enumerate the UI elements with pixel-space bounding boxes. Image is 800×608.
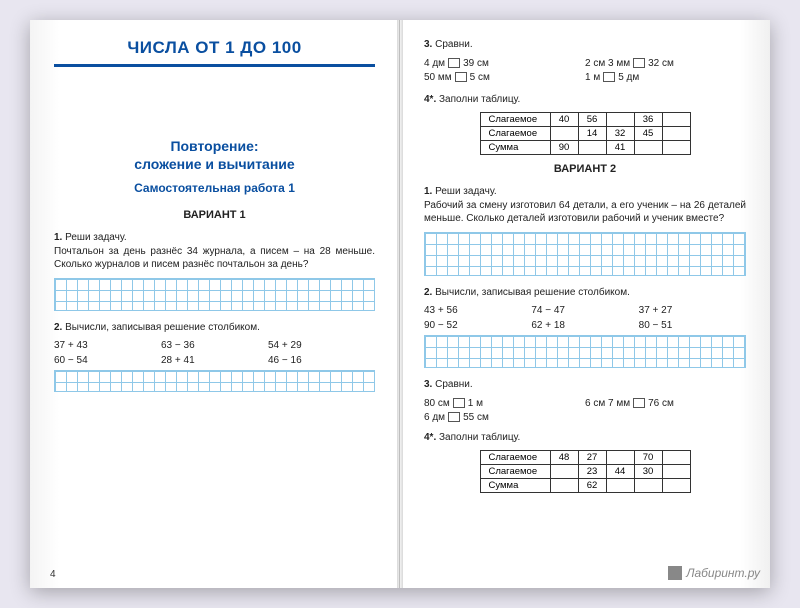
v2-t2-r2: 90 − 52 62 + 18 80 − 51	[424, 320, 746, 331]
v2-t1-text: Рабочий за смену изготовил 64 детали, а …	[424, 199, 746, 226]
v2-t4-head: Заполни таблицу.	[439, 432, 520, 443]
calc-c: 54 + 29	[268, 340, 375, 351]
compare-box	[633, 398, 645, 408]
watermark: Лабиринт.ру	[668, 566, 760, 580]
task-2: 2. Вычисли, записывая решение столбиком.	[54, 321, 375, 335]
book-spine	[397, 20, 403, 588]
v2-cmp-r2: 6 дм 55 см	[424, 412, 746, 423]
book-spread: ЧИСЛА ОТ 1 ДО 100 Повторение: сложение и…	[30, 20, 770, 588]
chapter-title: ЧИСЛА ОТ 1 ДО 100	[54, 38, 375, 58]
v2-t3-num: 3.	[424, 379, 432, 390]
cmp: 55 см	[463, 412, 489, 423]
task4-num: 4*.	[424, 94, 436, 105]
page-number-left: 4	[50, 569, 56, 580]
answer-grid-4	[424, 335, 746, 368]
watermark-text: Лабиринт.ру	[686, 566, 760, 580]
task4-head: Заполни таблицу.	[439, 94, 520, 105]
cmp-a2: 5 см	[470, 72, 490, 83]
compare-box	[448, 58, 460, 68]
table-row: Сумма9041	[480, 141, 690, 155]
table-row: Слагаемое482770	[480, 451, 690, 465]
v2-task-2: 2. Вычисли, записывая решение столбиком.	[424, 286, 746, 300]
page-right: 3. Сравни. 4 дм 39 см 2 см 3 мм 32 см 50 м…	[400, 20, 770, 588]
cmp: 80 см	[424, 398, 450, 409]
cmp-b2: 5 дм	[618, 72, 639, 83]
task2-num: 2.	[54, 322, 62, 333]
task2-row1: 37 + 43 63 − 36 54 + 29	[54, 340, 375, 351]
section-line1: Повторение:	[170, 138, 258, 154]
calc: 90 − 52	[424, 320, 531, 331]
section-title: Повторение: сложение и вычитание	[54, 137, 375, 173]
calc-c: 46 − 16	[268, 355, 375, 366]
task2-head: Вычисли, записывая решение столбиком.	[65, 322, 260, 333]
v2-t2-head: Вычисли, записывая решение столбиком.	[435, 287, 630, 298]
cmp-a1: 4 дм	[424, 58, 445, 69]
fill-table-1: Слагаемое405636 Слагаемое143245 Сумма904…	[480, 112, 691, 155]
task-1: 1. Реши задачу. Почтальон за день разнёс…	[54, 231, 375, 272]
task-4: 4*. Заполни таблицу.	[424, 93, 746, 107]
v2-t2-num: 2.	[424, 287, 432, 298]
calc-b: 63 − 36	[161, 340, 268, 351]
calc: 62 + 18	[531, 320, 638, 331]
calc: 80 − 51	[639, 320, 746, 331]
cmp: 6 см 7 мм	[585, 398, 630, 409]
fill-table-2: Слагаемое482770 Слагаемое234430 Сумма62	[480, 450, 691, 493]
variant-2: ВАРИАНТ 2	[424, 163, 746, 175]
compare-r2: 50 мм 5 см 1 м 5 дм	[424, 72, 746, 83]
v2-cmp-r1: 80 см 1 м 6 см 7 мм 76 см	[424, 398, 746, 409]
cmp: 1 м	[468, 398, 483, 409]
cmp-b2: 32 см	[648, 58, 674, 69]
cmp-b1: 2 см 3 мм	[585, 58, 630, 69]
v2-task-3: 3. Сравни.	[424, 378, 746, 392]
cmp: 6 дм	[424, 412, 445, 423]
compare-box	[455, 72, 467, 82]
cmp: 76 см	[648, 398, 674, 409]
compare-box	[633, 58, 645, 68]
task3-num: 3.	[424, 39, 432, 50]
answer-grid-2	[54, 370, 375, 392]
compare-box	[603, 72, 615, 82]
compare-box	[448, 412, 460, 422]
calc-b: 28 + 41	[161, 355, 268, 366]
task1-text: Почтальон за день разнёс 34 журнала, а п…	[54, 245, 375, 272]
table-row: Сумма62	[480, 479, 690, 493]
page-left: ЧИСЛА ОТ 1 ДО 100 Повторение: сложение и…	[30, 20, 400, 588]
compare-box	[453, 398, 465, 408]
v2-t3-head: Сравни.	[435, 379, 473, 390]
calc-a: 60 − 54	[54, 355, 161, 366]
cmp-b1: 1 м	[585, 72, 600, 83]
cmp-a2: 39 см	[463, 58, 489, 69]
cmp-a1: 50 мм	[424, 72, 452, 83]
task2-row2: 60 − 54 28 + 41 46 − 16	[54, 355, 375, 366]
task3-head: Сравни.	[435, 39, 473, 50]
section-line2: сложение и вычитание	[134, 156, 294, 172]
v2-t4-num: 4*.	[424, 432, 436, 443]
variant-1: ВАРИАНТ 1	[54, 209, 375, 221]
calc: 43 + 56	[424, 305, 531, 316]
task1-num: 1.	[54, 232, 62, 243]
table-row: Слагаемое234430	[480, 465, 690, 479]
v2-task-4: 4*. Заполни таблицу.	[424, 431, 746, 445]
calc: 74 − 47	[531, 305, 638, 316]
answer-grid-3	[424, 232, 746, 276]
work-title: Самостоятельная работа 1	[54, 181, 375, 195]
v2-t1-head: Реши задачу.	[435, 186, 497, 197]
v2-t1-num: 1.	[424, 186, 432, 197]
v2-t2-r1: 43 + 56 74 − 47 37 + 27	[424, 305, 746, 316]
table-row: Слагаемое143245	[480, 127, 690, 141]
compare-r1: 4 дм 39 см 2 см 3 мм 32 см	[424, 58, 746, 69]
v2-task-1: 1. Реши задачу. Рабочий за смену изготов…	[424, 185, 746, 226]
task1-head: Реши задачу.	[65, 232, 127, 243]
table-row: Слагаемое405636	[480, 113, 690, 127]
title-underline	[54, 64, 375, 67]
calc-a: 37 + 43	[54, 340, 161, 351]
calc: 37 + 27	[639, 305, 746, 316]
task-3: 3. Сравни.	[424, 38, 746, 52]
watermark-logo-icon	[668, 566, 682, 580]
answer-grid-1	[54, 278, 375, 311]
